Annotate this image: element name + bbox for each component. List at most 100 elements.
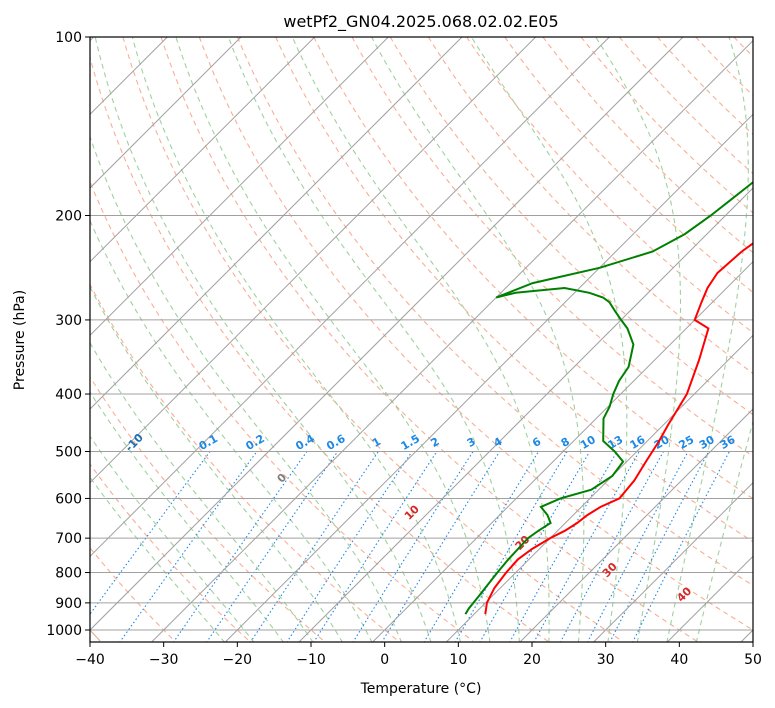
x-tick-label: 20	[523, 652, 541, 668]
dry-adiabat	[389, 37, 753, 416]
moist-adiabat-label: 10	[402, 502, 422, 522]
moist-adiabat-label: 0	[275, 471, 290, 486]
mixing-ratio-line	[206, 451, 339, 642]
mixing-ratio-line	[381, 451, 501, 642]
isotherm	[90, 37, 316, 263]
x-tick-label: 40	[670, 652, 688, 668]
mixing-ratio-label: 0.4	[293, 432, 317, 453]
y-tick-label: 600	[55, 491, 82, 507]
moist-adiabat	[371, 37, 585, 642]
dry-adiabat	[466, 37, 753, 334]
moist-adiabat	[90, 476, 226, 642]
y-tick-label: 1000	[46, 623, 82, 639]
y-axis-label: Pressure (hPa)	[12, 290, 28, 390]
mixing-ratio-line	[90, 451, 211, 616]
mixing-ratio-line	[533, 451, 640, 642]
x-tick-label: −20	[223, 652, 253, 668]
moist-adiabat	[90, 391, 284, 642]
isotherm	[90, 37, 242, 189]
profile-lines	[464, 180, 753, 615]
mixing-ratio-line	[313, 451, 438, 642]
mixing-ratio-label: 0.2	[243, 432, 266, 453]
moist-adiabat	[291, 37, 550, 642]
mixing-ratio-label: 10	[578, 433, 598, 452]
dewpoint-profile	[464, 180, 753, 615]
isotherm	[150, 39, 753, 642]
mixing-ratio-label: 36	[718, 433, 738, 452]
isotherm	[90, 37, 537, 484]
dry-adiabat	[90, 283, 399, 642]
y-tick-label: 200	[55, 209, 82, 225]
dry-adiabat	[351, 37, 753, 458]
moist-adiabat-label: 40	[674, 584, 694, 604]
moist-adiabat	[227, 37, 520, 642]
isotherm	[90, 37, 463, 410]
mixing-ratio-label: 3	[465, 435, 478, 450]
x-tick-label: 50	[744, 652, 762, 668]
y-tick-label: 700	[55, 531, 82, 547]
y-tick-label: 300	[55, 313, 82, 329]
dry-adiabat	[695, 37, 753, 97]
moist-adiabat	[90, 341, 314, 642]
dry-adiabat	[90, 375, 325, 642]
dry-adiabat	[580, 37, 753, 214]
mixing-ratio-label: 1	[370, 435, 383, 450]
adiabat-labels: -100-90-80-70-60-50-40-30-20-100.10.20.4…	[123, 431, 738, 605]
dry-adiabat	[160, 37, 697, 642]
x-tick-label: 30	[597, 652, 615, 668]
mixing-ratio-label: 6	[530, 435, 543, 450]
dry-adiabat	[90, 463, 250, 642]
x-axis-label: Temperature (°C)	[360, 681, 482, 697]
mixing-ratio-line	[586, 451, 689, 642]
moist-adiabat	[131, 37, 461, 642]
mixing-ratio-line	[172, 451, 308, 642]
moist-adiabat	[175, 37, 491, 642]
dry-adiabat	[122, 37, 623, 642]
dry-adiabat-label: -10	[123, 431, 146, 454]
mixing-ratio-label: 30	[697, 433, 717, 452]
dry-adiabat	[236, 37, 753, 587]
dry-adiabat	[618, 37, 753, 175]
mixing-ratio-line	[423, 451, 539, 642]
x-tick-label: 10	[449, 652, 467, 668]
dry-adiabat	[198, 37, 753, 631]
moist-adiabat	[595, 37, 682, 642]
moist-adiabat-label: 30	[600, 560, 620, 580]
moist-adiabat	[470, 37, 628, 642]
mixing-ratio-line	[119, 451, 258, 642]
mixing-ratio-label: 25	[677, 433, 697, 452]
y-tick-label: 800	[55, 566, 82, 582]
x-tick-label: −40	[75, 652, 105, 668]
x-tick-label: −10	[296, 652, 326, 668]
mixing-ratio-label: 1.5	[399, 432, 422, 453]
moist-adiabat	[666, 37, 749, 642]
isotherm	[666, 555, 753, 642]
y-tick-label: 100	[55, 30, 82, 46]
mixing-ratio-line	[454, 451, 568, 642]
mixing-ratio-line	[286, 451, 413, 642]
isotherm	[90, 37, 684, 631]
x-axis: −40 −30 −20 −10 0 10 20 30 40 50	[75, 642, 762, 668]
moist-adiabat	[94, 37, 432, 642]
moist-adiabat	[695, 419, 753, 642]
background-grid	[90, 37, 753, 642]
moist-adiabat	[90, 435, 255, 642]
mixing-ratio-label: 8	[559, 435, 572, 450]
mixing-ratio-line	[632, 451, 730, 642]
mixing-ratio-line	[559, 451, 664, 642]
isotherm	[224, 113, 753, 642]
dry-adiabat	[90, 55, 548, 642]
dry-adiabat	[275, 37, 753, 543]
x-tick-label: 0	[380, 652, 389, 668]
dry-adiabat	[504, 37, 753, 294]
y-axis: 100 200 300 400 500 600 700 800 900 1000	[46, 30, 90, 639]
x-tick-label: −30	[149, 652, 179, 668]
mixing-ratio-label: 16	[628, 433, 648, 452]
isotherm	[519, 408, 753, 642]
mixing-ratio-line	[352, 451, 474, 642]
y-tick-label: 400	[55, 387, 82, 403]
plot-frame	[89, 36, 754, 643]
dry-adiabat	[90, 180, 474, 642]
mixing-ratio-line	[509, 451, 618, 642]
isotherm	[90, 37, 610, 558]
